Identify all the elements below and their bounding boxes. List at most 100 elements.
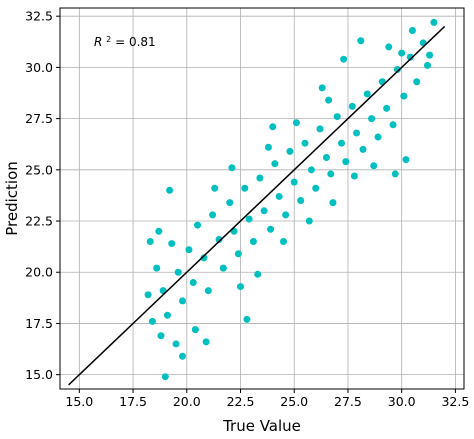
data-point xyxy=(333,113,341,121)
data-point xyxy=(256,174,264,182)
data-point xyxy=(178,297,186,305)
data-point xyxy=(357,37,365,45)
data-point xyxy=(163,311,171,319)
data-point xyxy=(211,184,219,192)
y-tick-label: 30.0 xyxy=(25,60,53,75)
data-points xyxy=(144,18,438,381)
data-point xyxy=(359,145,367,153)
data-point xyxy=(408,27,416,35)
data-point xyxy=(363,90,371,98)
r-squared-value: = 0.81 xyxy=(115,35,156,49)
data-point xyxy=(426,51,434,59)
data-point xyxy=(185,246,193,254)
data-point xyxy=(393,65,401,73)
data-point xyxy=(202,338,210,346)
data-point xyxy=(413,78,421,86)
data-point xyxy=(144,291,152,299)
reference-line-group xyxy=(68,25,446,386)
y-tick-label: 27.5 xyxy=(25,111,53,126)
y-tick-label: 20.0 xyxy=(25,265,53,280)
x-tick-label: 20.0 xyxy=(173,394,201,409)
data-point xyxy=(353,129,361,137)
data-point xyxy=(430,18,438,26)
data-point xyxy=(423,61,431,69)
data-point xyxy=(249,238,257,246)
data-point xyxy=(406,53,414,61)
data-point xyxy=(157,332,165,340)
x-tick-label: 15.0 xyxy=(65,394,93,409)
y-tick-label: 22.5 xyxy=(25,214,53,229)
x-tick-label: 30.0 xyxy=(388,394,416,409)
data-point xyxy=(383,104,391,112)
data-point xyxy=(301,139,309,147)
data-point xyxy=(264,143,272,151)
data-point xyxy=(228,164,236,172)
data-point xyxy=(316,125,324,133)
r-squared-annotation: R 2 = 0.81 xyxy=(94,35,156,50)
data-point xyxy=(400,92,408,100)
data-point xyxy=(237,283,245,291)
data-point xyxy=(191,326,199,334)
reference-line xyxy=(68,25,446,386)
data-point xyxy=(307,166,315,174)
data-point xyxy=(155,227,163,235)
x-axis-ticks: 15.0 17.5 20.0 22.5 25.0 27.5 30.0 32.5 xyxy=(65,389,469,409)
y-axis-ticks: 15.0 17.5 20.0 22.5 25.0 27.5 30.0 32.5 xyxy=(25,9,60,382)
data-point xyxy=(312,184,320,192)
data-point xyxy=(297,197,305,205)
data-point xyxy=(275,192,283,200)
data-point xyxy=(391,170,399,178)
data-point xyxy=(166,186,174,194)
data-point xyxy=(204,287,212,295)
data-point xyxy=(340,55,348,63)
data-point xyxy=(219,264,227,272)
grid-lines xyxy=(60,8,464,389)
data-point xyxy=(269,123,277,131)
data-point xyxy=(245,215,253,223)
data-point xyxy=(234,250,242,258)
data-point xyxy=(172,340,180,348)
data-point xyxy=(254,270,262,278)
data-point xyxy=(168,240,176,248)
data-point xyxy=(385,43,393,51)
data-point xyxy=(271,160,279,168)
data-point xyxy=(292,119,300,127)
data-point xyxy=(260,207,268,215)
data-point xyxy=(374,133,382,141)
data-point xyxy=(389,121,397,129)
x-tick-label: 32.5 xyxy=(441,394,469,409)
data-point xyxy=(174,268,182,276)
y-tick-label: 15.0 xyxy=(25,367,53,382)
data-point xyxy=(161,373,169,381)
data-point xyxy=(398,49,406,57)
data-point xyxy=(209,211,217,219)
x-axis-label: True Value xyxy=(222,417,301,435)
data-point xyxy=(325,96,333,104)
data-point xyxy=(290,178,298,186)
data-point xyxy=(368,115,376,123)
data-point xyxy=(342,158,350,166)
data-point xyxy=(279,238,287,246)
data-point xyxy=(226,199,234,207)
x-tick-label: 27.5 xyxy=(334,394,362,409)
data-point xyxy=(305,217,313,225)
x-tick-label: 22.5 xyxy=(227,394,255,409)
data-point xyxy=(267,225,275,233)
data-point xyxy=(286,147,294,155)
r-squared-exponent: 2 xyxy=(106,35,111,44)
data-point xyxy=(241,184,249,192)
data-point xyxy=(327,170,335,178)
data-point xyxy=(348,102,356,110)
y-tick-label: 25.0 xyxy=(25,162,53,177)
data-point xyxy=(200,254,208,262)
r-squared-symbol: R xyxy=(94,35,102,49)
data-point xyxy=(322,154,330,162)
data-point xyxy=(318,84,326,92)
data-point xyxy=(338,139,346,147)
data-point xyxy=(282,211,290,219)
data-point xyxy=(402,156,410,164)
data-point xyxy=(329,199,337,207)
data-point xyxy=(146,238,154,246)
